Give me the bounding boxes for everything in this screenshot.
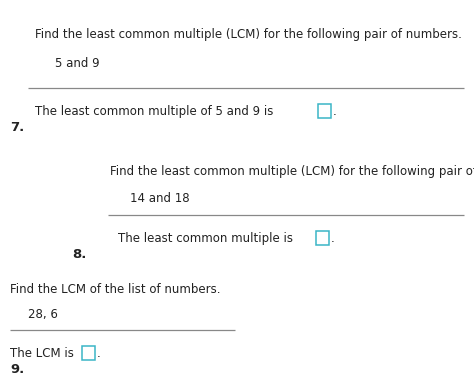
Text: Find the LCM of the list of numbers.: Find the LCM of the list of numbers. [10, 283, 220, 296]
FancyBboxPatch shape [82, 345, 95, 360]
Text: .: . [331, 232, 335, 245]
Text: 8.: 8. [72, 248, 86, 261]
Text: 5 and 9: 5 and 9 [55, 57, 100, 70]
Text: The LCM is: The LCM is [10, 347, 74, 360]
Text: 14 and 18: 14 and 18 [130, 192, 190, 205]
FancyBboxPatch shape [318, 103, 331, 117]
Text: .: . [97, 347, 101, 360]
Text: The least common multiple of 5 and 9 is: The least common multiple of 5 and 9 is [35, 105, 273, 118]
Text: The least common multiple is: The least common multiple is [118, 232, 293, 245]
Text: 9.: 9. [10, 363, 24, 373]
Text: .: . [333, 105, 337, 118]
Text: Find the least common multiple (LCM) for the following pair of numbers.: Find the least common multiple (LCM) for… [35, 28, 462, 41]
Text: 28, 6: 28, 6 [28, 308, 58, 321]
Text: Find the least common multiple (LCM) for the following pair of numbers.: Find the least common multiple (LCM) for… [110, 165, 474, 178]
Text: 7.: 7. [10, 121, 24, 134]
FancyBboxPatch shape [316, 231, 329, 244]
